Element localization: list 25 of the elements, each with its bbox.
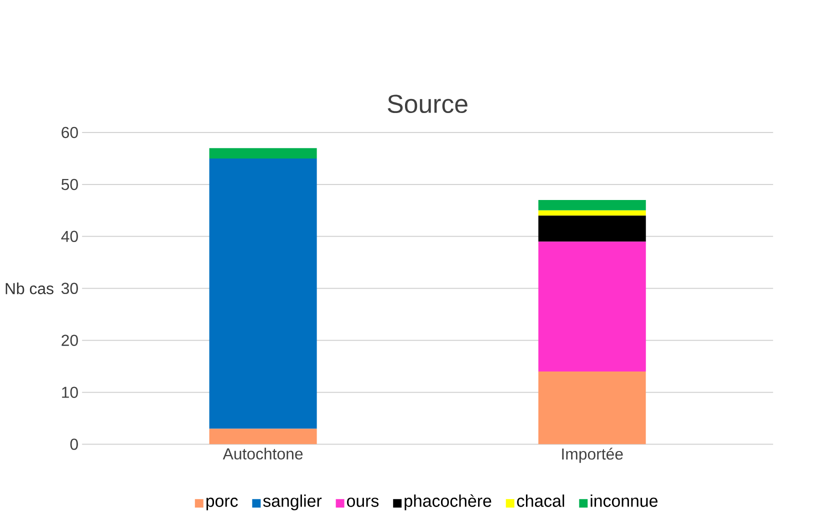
y-tick-label: 60 — [62, 126, 78, 138]
bar — [538, 200, 646, 210]
legend-label: chacal — [517, 494, 564, 507]
y-tick-label: 0 — [70, 438, 78, 450]
legend-label: phacochère — [404, 494, 492, 510]
y-tick-label: 50 — [61, 178, 78, 190]
y-tick-label: 40 — [61, 230, 78, 242]
x-tick-label: Importée — [562, 448, 623, 463]
bar — [538, 242, 646, 372]
x-tick-label: Autochtone — [222, 448, 303, 460]
chart-title: Source — [388, 94, 468, 114]
y-tick-label: 30 — [61, 282, 78, 294]
bar — [538, 372, 646, 444]
legend-label: ours — [347, 498, 379, 507]
bar — [209, 148, 317, 158]
legend-label: inconnue — [590, 494, 658, 507]
legend-label: porc — [206, 498, 238, 510]
y-tick-label: 10 — [62, 386, 78, 398]
bar — [538, 216, 646, 242]
y-axis-title: Nb cas — [6, 282, 54, 294]
bar — [538, 210, 646, 216]
legend-label: sanglier — [263, 494, 322, 510]
bar — [209, 428, 317, 444]
bar — [209, 158, 317, 429]
y-tick-label: 20 — [62, 334, 78, 346]
